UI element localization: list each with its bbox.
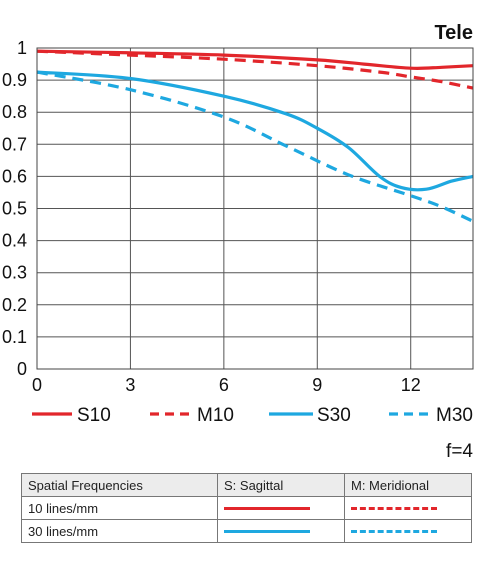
y-tick-label: 0.3: [2, 263, 27, 283]
chart-corner-title: Tele: [434, 22, 473, 44]
row-label-10: 10 lines/mm: [21, 496, 218, 520]
legend-label-s10: S10: [77, 405, 111, 426]
x-tick-label: 3: [125, 375, 135, 395]
table-header-row: Spatial Frequencies S: Sagittal M: Merid…: [21, 473, 472, 497]
y-tick-label: 0: [17, 359, 27, 379]
m30-swatch: [351, 529, 437, 533]
plot-frame: [36, 47, 474, 370]
aperture-label: f=4: [446, 441, 473, 462]
y-tick-label: 0.9: [2, 70, 27, 90]
row-label-30: 30 lines/mm: [21, 519, 218, 543]
x-tick-label: 6: [219, 375, 229, 395]
header-meridional: M: Meridional: [344, 473, 472, 497]
series-line-s10: [36, 49, 474, 70]
header-spatial-frequencies: Spatial Frequencies: [21, 473, 218, 497]
series-line-s30: [36, 70, 474, 192]
y-tick-label: 0.1: [2, 327, 27, 347]
table-row: 10 lines/mm: [21, 496, 472, 520]
s10-swatch: [224, 506, 310, 510]
mtf-chart: Tele 0 0.1 0.2 0.3 0.4 0.5 0.6 0.7 0.8 0.9 1 0 3 6 9 1…: [2, 22, 474, 462]
y-tick-label: 0.5: [2, 199, 27, 219]
x-tick-label: 12: [401, 375, 421, 395]
y-tick-label: 0.6: [2, 166, 27, 186]
m10-swatch: [351, 506, 437, 510]
series-line-m30: [36, 70, 474, 223]
y-tick-label: 0.8: [2, 102, 27, 122]
y-tick-label: 1: [17, 38, 27, 58]
swatch-cell-m10: [344, 496, 472, 520]
x-axis-ticks: 0 3 6 9 12: [32, 375, 421, 395]
frequency-legend-table: Spatial Frequencies S: Sagittal M: Merid…: [21, 473, 472, 543]
x-tick-label: 9: [312, 375, 322, 395]
y-axis-ticks: 0 0.1 0.2 0.3 0.4 0.5 0.6 0.7 0.8 0.9 1: [2, 38, 27, 379]
y-tick-label: 0.4: [2, 231, 27, 251]
grid: [36, 47, 473, 370]
s30-swatch: [224, 529, 310, 533]
swatch-cell-s10: [217, 496, 345, 520]
series-lines: [36, 49, 474, 223]
y-tick-label: 0.7: [2, 134, 27, 154]
table-row: 30 lines/mm: [21, 519, 472, 543]
legend-label-s30: S30: [317, 405, 351, 426]
y-tick-label: 0.2: [2, 295, 27, 315]
x-tick-label: 0: [32, 375, 42, 395]
swatch-cell-s30: [217, 519, 345, 543]
legend: S10 M10 S30 M30: [32, 405, 473, 426]
header-sagittal: S: Sagittal: [217, 473, 345, 497]
legend-label-m10: M10: [197, 405, 234, 426]
legend-label-m30: M30: [436, 405, 473, 426]
swatch-cell-m30: [344, 519, 472, 543]
series-line-m10: [36, 49, 474, 90]
